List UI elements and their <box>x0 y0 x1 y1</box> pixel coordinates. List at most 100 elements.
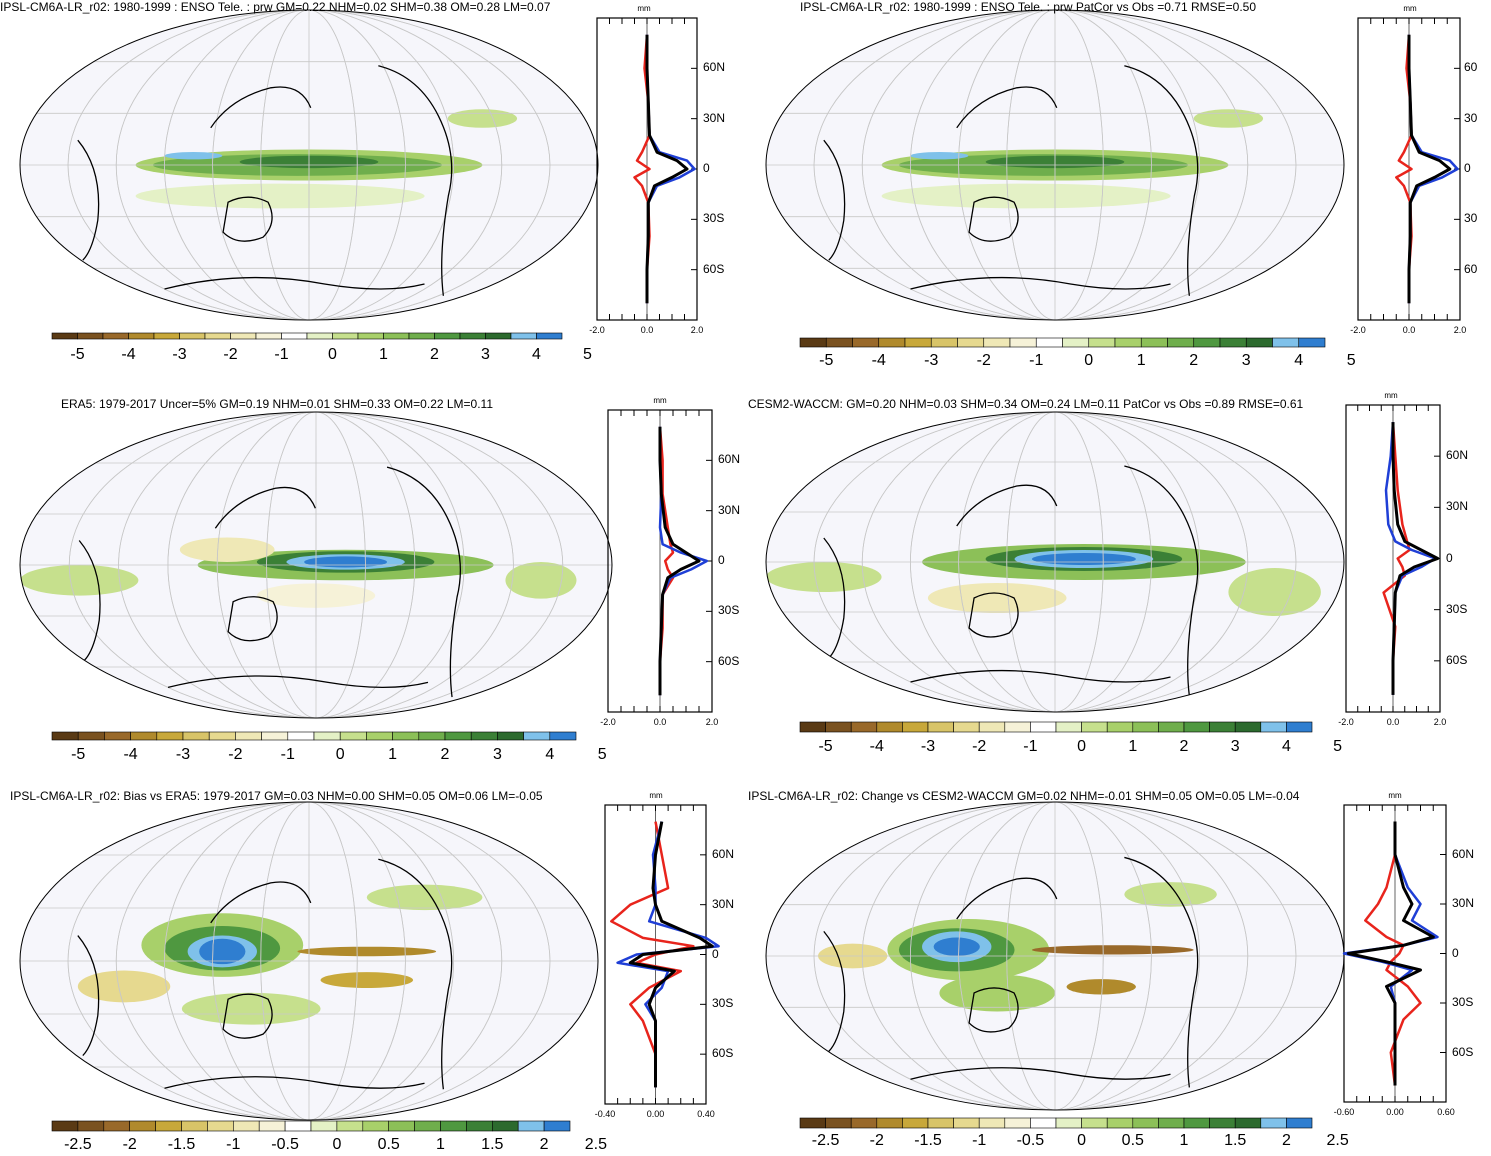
colorbar-swatch <box>825 1117 852 1129</box>
colorbar-swatch <box>927 721 954 733</box>
panel-cesm2 <box>765 404 1441 733</box>
map-contour <box>766 562 882 592</box>
colorbar-tick-label: 1 <box>1179 1132 1189 1149</box>
colorbar-tick-label: 2 <box>430 346 439 363</box>
colorbar-swatch <box>466 1120 493 1132</box>
profile-unit: mm <box>653 396 667 405</box>
coastline <box>956 877 1058 920</box>
colorbar-swatch <box>953 721 980 733</box>
colorbar-swatch <box>927 1117 954 1129</box>
profile-series-black <box>658 426 701 696</box>
map-contour <box>20 565 139 596</box>
map-meridian <box>163 802 455 1120</box>
colorbar-tick-label: -2 <box>122 1136 137 1153</box>
profile-unit: mm <box>637 4 651 13</box>
map-field <box>766 802 1344 1110</box>
colorbar-swatch <box>261 731 289 741</box>
map-contour <box>1031 945 1194 955</box>
colorbar-swatch <box>978 721 1006 733</box>
profile-lat-label: 30 <box>1464 211 1478 226</box>
profile-lat-label: 60S <box>1452 1044 1474 1059</box>
colorbar-swatch <box>983 337 1011 348</box>
map-outline <box>19 411 613 719</box>
colorbar-swatch <box>208 731 236 741</box>
coastline <box>968 592 1019 638</box>
colorbar-swatch <box>902 721 929 733</box>
colorbar-swatch <box>336 1120 364 1132</box>
colorbar-swatch <box>876 1117 903 1129</box>
profile-lat-label: 60 <box>1464 60 1478 75</box>
colorbar-swatch <box>1260 1117 1287 1129</box>
map-contour <box>297 946 437 957</box>
profile-series-red <box>1364 821 1422 1086</box>
profile-x-label: 0.40 <box>697 1109 715 1119</box>
colorbar-tick-label: 2 <box>1179 738 1189 755</box>
map-meridian <box>1006 412 1104 712</box>
map-contour <box>1124 882 1217 907</box>
profile-lat-label: 60N <box>1446 448 1469 463</box>
colorbar-tick-label: 1.5 <box>1224 1132 1247 1149</box>
map-contour <box>304 556 388 568</box>
coastline <box>1124 856 1199 1088</box>
map-meridian <box>958 412 1152 712</box>
colorbar-swatch <box>434 332 461 340</box>
colorbar-swatch <box>497 731 524 741</box>
map-meridian <box>813 10 1297 320</box>
colorbar-swatch <box>182 731 210 741</box>
colorbar-tick-label: -4 <box>871 352 886 369</box>
map-meridian <box>67 10 551 320</box>
colorbar-tick-label: -2 <box>228 746 243 763</box>
map-field <box>766 412 1344 712</box>
map-contour <box>505 561 577 599</box>
profile-x-label: 2.0 <box>705 717 719 727</box>
colorbar-tick-label: 2 <box>539 1136 549 1153</box>
map-meridian <box>958 10 1152 320</box>
colorbar-swatch <box>825 337 853 348</box>
colorbar-swatch <box>876 721 903 733</box>
colorbar-tick-label: -1.5 <box>914 1132 942 1149</box>
colorbar-swatch <box>1081 1117 1108 1129</box>
colorbar-tick-label: -2.5 <box>64 1136 92 1153</box>
colorbar-tick-label: -1 <box>1029 352 1044 369</box>
map-outline <box>19 9 599 321</box>
panel-title: CESM2-WACCM: GM=0.20 NHM=0.03 SHM=0.34 O… <box>748 397 1304 411</box>
colorbar-swatch <box>258 1120 286 1132</box>
colorbar-swatch <box>1030 721 1057 733</box>
profile-x-label: 0.0 <box>640 325 654 335</box>
colorbar-swatch <box>510 332 537 340</box>
coastline <box>77 139 100 261</box>
colorbar-swatch <box>77 1120 105 1132</box>
profile-lat-label: 60 <box>1464 261 1478 276</box>
map-meridian <box>861 10 1249 320</box>
colorbar-tick-label: -3 <box>920 738 936 755</box>
map-contour <box>164 151 223 160</box>
colorbar-swatch <box>1209 1117 1236 1129</box>
profile-lat-label: 30N <box>1446 499 1469 514</box>
colorbar-swatch <box>850 721 878 733</box>
profile-lat-label: 0 <box>1464 161 1471 175</box>
colorbar-swatch <box>181 1120 208 1132</box>
profile-x-label: -0.60 <box>1333 1107 1355 1117</box>
map-contour <box>1031 553 1136 565</box>
coastline <box>956 484 1058 527</box>
colorbar-tick-label: 0.5 <box>1121 1132 1144 1149</box>
coastline <box>910 276 1171 290</box>
colorbar-swatch <box>1286 1117 1313 1129</box>
profile-x-label: 0.60 <box>1437 1107 1455 1117</box>
colorbar-swatch <box>1234 1117 1262 1129</box>
map-meridian <box>212 802 406 1120</box>
map-contour <box>1066 979 1136 995</box>
colorbar-tick-label: 2.5 <box>1326 1132 1349 1149</box>
colorbar-swatch <box>1167 337 1195 348</box>
panel-title: IPSL-CM6A-LR_r02: Change vs CESM2-WACCM … <box>748 789 1300 803</box>
colorbar-swatch <box>444 731 472 741</box>
profile-lat-label: 30S <box>718 603 740 618</box>
profile-lat-label: 60N <box>712 846 735 861</box>
colorbar-tick-label: -2 <box>869 1132 884 1149</box>
colorbar-swatch <box>1009 337 1037 348</box>
colorbar-swatch <box>1158 721 1185 733</box>
profile-series-black <box>1391 422 1440 695</box>
colorbar-tick-label: 4 <box>532 346 541 363</box>
profile-lat-label: 30N <box>1452 896 1475 910</box>
map-field <box>20 10 598 320</box>
